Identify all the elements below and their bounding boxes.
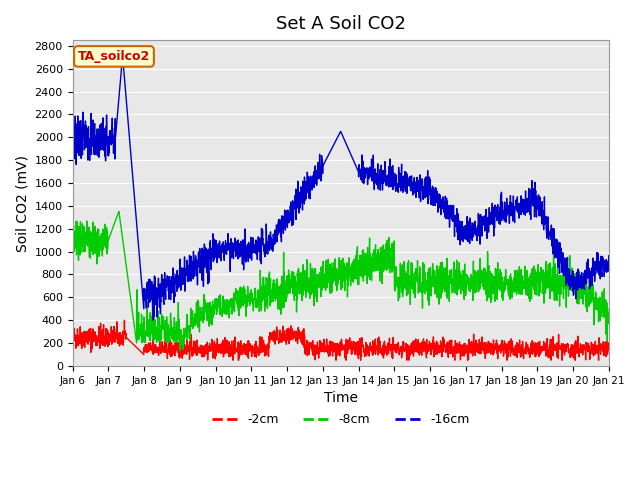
Title: Set A Soil CO2: Set A Soil CO2: [276, 15, 406, 33]
-16cm: [573, 269, 580, 275]
-8cm: [115, 209, 123, 215]
-16cm: [149, 317, 157, 323]
-2cm: [68, 332, 76, 337]
-8cm: [68, 248, 76, 253]
-16cm: [356, 168, 364, 173]
-16cm: [368, 168, 376, 174]
Line: -16cm: -16cm: [72, 57, 609, 320]
-2cm: [229, 357, 237, 363]
Legend: -2cm, -8cm, -16cm: -2cm, -8cm, -16cm: [207, 408, 474, 432]
-8cm: [497, 284, 504, 289]
-2cm: [497, 350, 504, 356]
-8cm: [558, 284, 566, 289]
Text: TA_soilco2: TA_soilco2: [78, 50, 150, 63]
-16cm: [497, 192, 504, 198]
-2cm: [356, 348, 364, 353]
-2cm: [218, 340, 226, 346]
-2cm: [368, 349, 376, 355]
-2cm: [558, 343, 566, 349]
-16cm: [605, 253, 612, 259]
-8cm: [605, 311, 612, 316]
Line: -2cm: -2cm: [72, 320, 609, 360]
-8cm: [573, 281, 580, 287]
-8cm: [368, 258, 376, 264]
-8cm: [356, 273, 364, 278]
-16cm: [68, 142, 76, 147]
Y-axis label: Soil CO2 (mV): Soil CO2 (mV): [15, 155, 29, 252]
Line: -8cm: -8cm: [72, 212, 609, 350]
X-axis label: Time: Time: [324, 391, 358, 405]
-8cm: [176, 348, 184, 353]
-2cm: [120, 317, 128, 323]
-16cm: [558, 251, 566, 256]
-2cm: [605, 343, 612, 349]
-16cm: [219, 249, 227, 255]
-8cm: [219, 298, 227, 303]
-16cm: [118, 54, 126, 60]
-2cm: [573, 342, 580, 348]
